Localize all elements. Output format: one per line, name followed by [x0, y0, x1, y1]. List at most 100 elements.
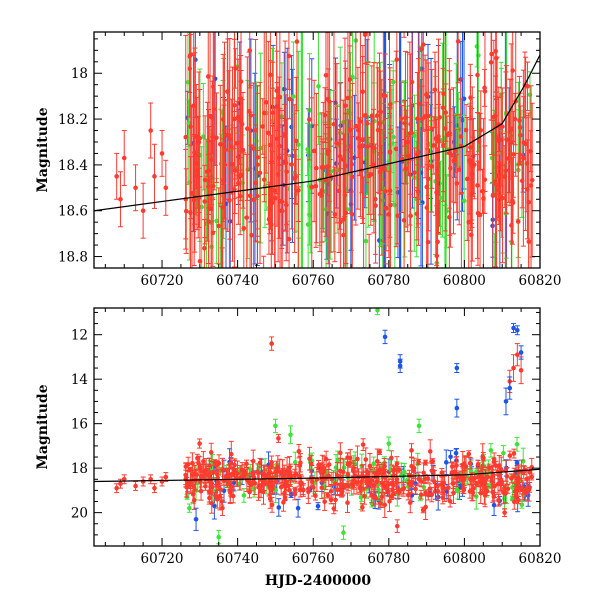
bottom-dense-point-red-76-marker	[207, 463, 212, 468]
top-dense-point-red-146-marker	[246, 109, 252, 114]
top-dense-point-red-79	[263, 32, 269, 174]
top-dense-point-red-72-marker	[266, 130, 271, 136]
top-dense-point-red-214-marker	[272, 195, 278, 201]
bottom-dense-point-blue-26-marker	[448, 454, 453, 460]
bottom-dense-point-red-101-marker	[416, 459, 421, 465]
top-dense-point-red-358-marker	[343, 163, 349, 169]
top-dense-point-red-278	[188, 34, 194, 220]
top-dense-point-red-132-marker	[477, 212, 483, 218]
top-dense-point-green-101-marker	[438, 195, 443, 201]
top-dense-point-green-67-marker	[380, 198, 385, 203]
top-dense-point-red-344-marker	[202, 177, 208, 183]
top-dense-point-red-259-marker	[347, 127, 353, 133]
bottom-dense-point-red-74-marker	[508, 476, 514, 481]
top-dense-point-red-32-marker	[412, 170, 417, 176]
bottom-dense-point-red-230-marker	[219, 499, 225, 504]
top-dense-point-red-157	[429, 68, 435, 189]
top-dense-point-red-356-marker	[222, 147, 228, 152]
top-dense-point-red-255	[247, 32, 253, 89]
bottom-dense-point-red-164-marker	[362, 493, 367, 499]
bottom-dense-point-blue-60-marker	[514, 460, 520, 466]
bottom-dense-point-green-79	[186, 503, 192, 513]
top-series-red-point-2-marker	[121, 155, 127, 161]
top-dense-point-red-87-marker	[323, 72, 329, 78]
top-dense-point-red-338	[320, 101, 326, 233]
top-dense-point-red-326-marker	[448, 165, 453, 171]
top-dense-point-red-88	[516, 75, 522, 166]
top-dense-point-red-227-marker	[219, 294, 224, 299]
top-dense-point-red-292	[283, 118, 289, 226]
top-dense-point-red-167	[306, 78, 312, 161]
top-dense-point-red-278-marker	[188, 124, 194, 129]
bottom-dense-point-blue-13-marker	[315, 503, 321, 509]
top-dense-point-red-245-marker	[508, 127, 514, 132]
top-dense-point-red-294-marker	[498, 194, 503, 200]
top-x-tick-label-0: 60720	[141, 273, 184, 289]
top-dense-point-red-301	[238, 70, 244, 175]
top-dense-point-green-56-marker	[474, 44, 480, 49]
top-dense-point-green-106-marker	[492, 290, 497, 295]
top-dense-point-red-305-marker	[491, 114, 497, 120]
top-dense-point-red-227	[218, 205, 224, 299]
top-dense-point-red-232	[250, 82, 256, 215]
top-dense-point-red-198-marker	[490, 193, 496, 198]
top-dense-point-red-172	[419, 70, 425, 168]
top-dense-point-red-172-marker	[419, 116, 425, 122]
top-dense-point-red-354	[476, 112, 482, 171]
top-dense-point-red-305	[491, 39, 497, 195]
bottom-dense-point-red-7-marker	[440, 495, 446, 501]
top-dense-point-red-347	[444, 115, 450, 155]
bottom-dense-point-red-95-marker	[478, 490, 484, 496]
top-dense-point-green-25	[200, 83, 206, 191]
top-dense-point-red-125-marker	[408, 213, 413, 219]
top-dense-point-red-75-marker	[205, 74, 211, 79]
top-dense-point-red-324-marker	[515, 219, 521, 224]
top-dense-point-red-164-marker	[528, 148, 533, 154]
top-dense-point-red-285	[217, 84, 223, 204]
top-dense-point-red-156-marker	[349, 174, 355, 180]
bottom-dense-point-red-172	[345, 480, 351, 492]
top-dense-point-red-319-marker	[235, 114, 241, 120]
bottom-dense-point-red-222-marker	[200, 469, 206, 474]
top-dense-point-red-354-marker	[476, 139, 482, 145]
top-dense-point-green-56	[474, 32, 480, 68]
top-x-tick-label-3: 60780	[367, 273, 410, 289]
top-dense-point-red-59-marker	[388, 102, 393, 107]
bottom-dense-point-red-225	[359, 503, 365, 512]
top-dense-point-red-90-marker	[323, 178, 329, 183]
top-dense-point-red-359-marker	[355, 135, 361, 141]
top-dense-point-green-18-marker	[456, 127, 461, 132]
top-dense-point-red-331-marker	[313, 183, 319, 189]
top-dense-point-red-93	[498, 93, 504, 187]
bottom-dense-point-blue-3-marker	[491, 502, 497, 508]
top-dense-point-red-332-marker	[274, 88, 279, 93]
top-dense-point-red-273-marker	[403, 166, 409, 171]
bottom-dense-point-red-106-marker	[228, 451, 234, 457]
bottom-dense-point-red-62-marker	[345, 461, 351, 467]
bottom-dense-point-red-74	[508, 473, 514, 484]
bottom-dense-point-red-131	[275, 433, 281, 443]
top-dense-point-red-334-marker	[393, 146, 399, 152]
top-dense-point-green-115-marker	[390, 134, 396, 140]
top-dense-point-red-300	[408, 53, 414, 195]
top-dense-point-red-207-marker	[406, 153, 411, 159]
top-dense-point-red-310-marker	[227, 198, 232, 203]
bottom-dense-point-green-5-marker	[473, 469, 479, 475]
top-dense-point-red-110-marker	[489, 51, 494, 57]
top-dense-point-green-82-marker	[305, 222, 311, 227]
bottom-dense-point-red-119-marker	[373, 495, 379, 501]
bottom-dense-point-red-213	[220, 457, 226, 482]
bottom-dense-point-red-177-marker	[198, 488, 204, 494]
bottom-dense-point-red-178-marker	[355, 456, 360, 462]
top-dense-point-green-80-marker	[504, 285, 509, 290]
top-panel-data	[94, 32, 540, 299]
top-dense-point-red-223-marker	[458, 134, 464, 139]
bottom-dense-point-red-206	[394, 519, 400, 533]
top-dense-point-red-301-marker	[238, 120, 244, 125]
top-dense-point-red-287-marker	[475, 183, 480, 188]
bottom-dense-point-red-218	[422, 473, 428, 485]
top-dense-point-red-335-marker	[317, 191, 323, 197]
top-dense-point-red-78-marker	[419, 46, 425, 52]
top-dense-point-red-298	[526, 149, 532, 268]
bottom-dense-point-blue-26	[448, 450, 454, 464]
